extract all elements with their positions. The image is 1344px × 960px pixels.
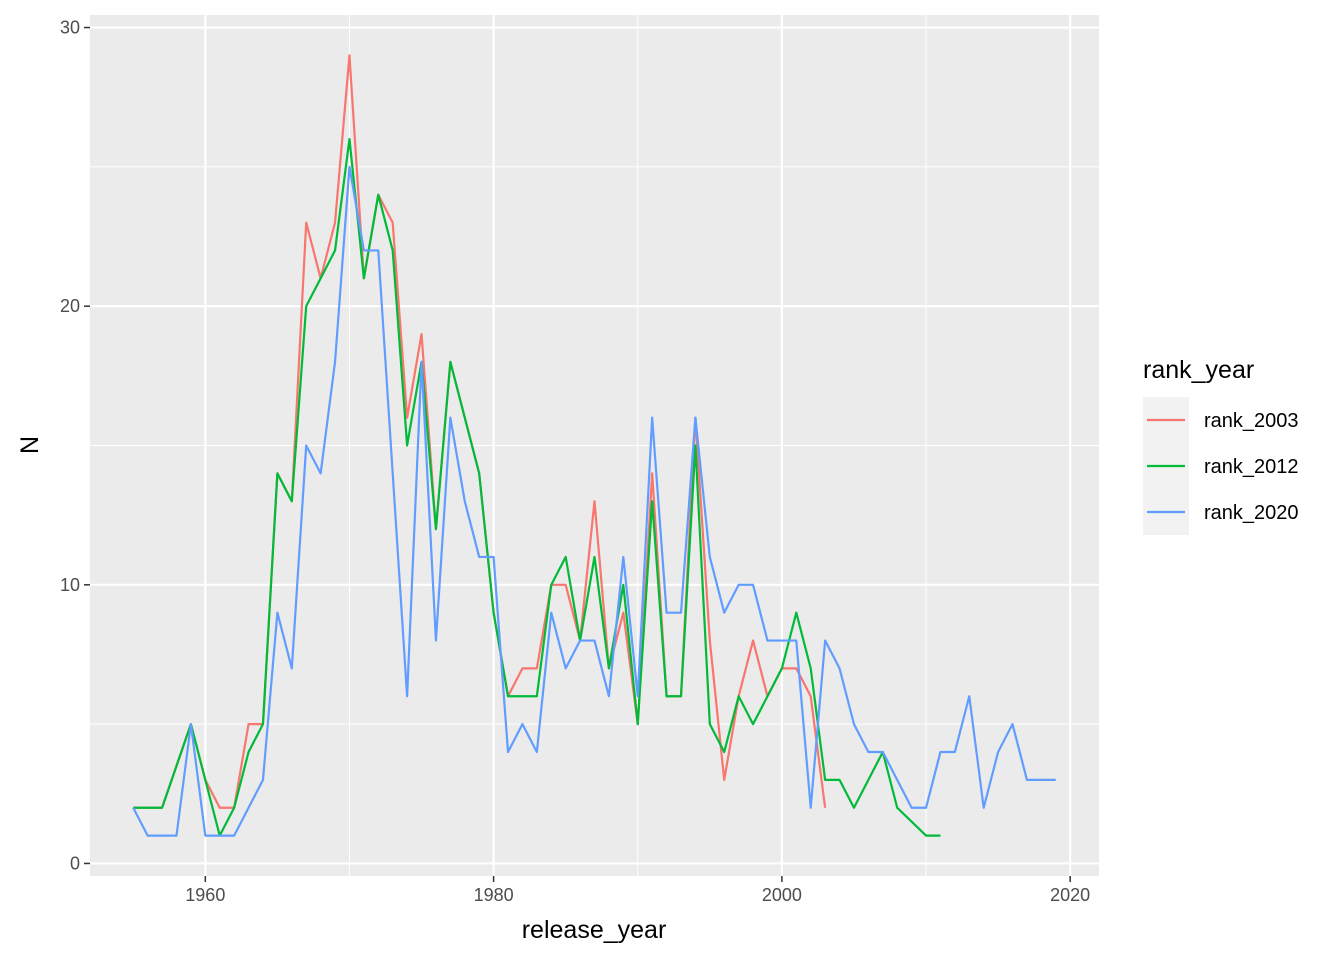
y-tick-label: 0 — [70, 853, 80, 873]
legend-label-rank_2020: rank_2020 — [1204, 502, 1299, 524]
x-axis: 1960 1980 2000 2020 — [185, 876, 1090, 905]
series-lines — [132, 54, 1056, 837]
y-tick-label: 10 — [60, 575, 80, 595]
y-axis-title: N — [16, 436, 44, 454]
grid-major — [90, 15, 1099, 876]
legend: rank_year rank_2003 rank_2012 rank_2020 — [1143, 356, 1299, 535]
series-line-rank_2012 — [133, 137, 941, 837]
legend-title: rank_year — [1143, 356, 1254, 384]
y-tick-label: 30 — [60, 18, 80, 38]
x-tick-label: 2020 — [1050, 885, 1090, 905]
y-tick-label: 20 — [60, 296, 80, 316]
series-line-rank_2020 — [132, 165, 1056, 837]
y-axis: 0 10 20 30 — [60, 18, 90, 873]
x-tick-label: 1960 — [185, 885, 225, 905]
legend-label-rank_2012: rank_2012 — [1204, 456, 1299, 478]
x-tick-label: 1980 — [474, 885, 514, 905]
legend-label-rank_2003: rank_2003 — [1204, 410, 1299, 432]
x-axis-title: release_year — [522, 916, 667, 944]
x-tick-label: 2000 — [762, 885, 802, 905]
